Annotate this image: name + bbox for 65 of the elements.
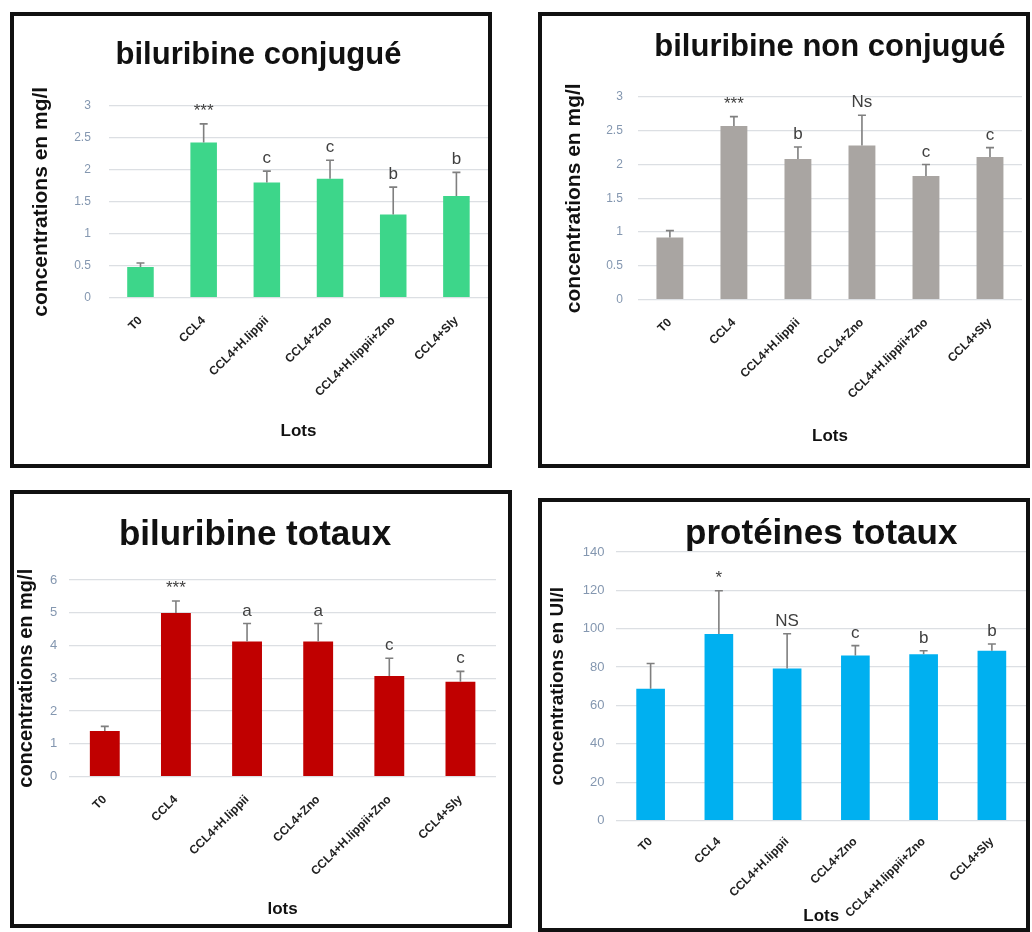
data-label: *** <box>723 93 745 113</box>
y-tick-label: 40 <box>590 735 605 751</box>
data-label: c <box>456 648 466 668</box>
x-tick-label: T0 <box>125 312 146 333</box>
y-tick-label: 2 <box>84 162 92 177</box>
y-tick-label: 0.5 <box>74 257 92 272</box>
data-label: c <box>385 635 395 655</box>
y-tick-label: 3 <box>50 669 58 685</box>
y-tick-label: 1.5 <box>606 190 624 205</box>
chart-title: biluribine non conjugué <box>654 28 1006 64</box>
y-tick-label: 2 <box>616 156 624 171</box>
y-axis-title: concentrations en UI/l <box>545 587 567 786</box>
data-label: c <box>325 137 335 157</box>
y-tick-label: 140 <box>582 543 605 559</box>
x-axis-title: Lots <box>812 426 848 446</box>
y-tick-label: 4 <box>50 637 58 653</box>
y-tick-label: 1.5 <box>74 194 92 209</box>
y-tick-label: 0 <box>616 291 624 306</box>
x-tick-label: T0 <box>89 791 110 812</box>
y-axis-title: concentrations en mg/l <box>561 83 585 314</box>
data-label: a <box>313 600 324 620</box>
x-axis-title: Lots <box>803 906 840 926</box>
data-label: c <box>985 124 995 144</box>
y-tick-label: 3 <box>84 98 92 113</box>
y-tick-label: 100 <box>582 620 605 636</box>
x-tick-label: T0 <box>654 314 675 335</box>
data-label: *** <box>165 577 187 597</box>
y-tick-label: 2 <box>50 702 58 718</box>
y-tick-label: 3 <box>616 89 624 104</box>
y-tick-label: 0 <box>84 289 92 304</box>
y-tick-label: 120 <box>582 581 605 597</box>
y-tick-label: 2.5 <box>74 130 92 145</box>
y-tick-label: 1 <box>616 224 624 239</box>
x-tick-label: T0 <box>635 833 656 854</box>
chart-title: biluribine conjugué <box>115 36 402 72</box>
data-label: * <box>715 567 723 587</box>
data-label: Ns <box>851 92 873 112</box>
y-tick-label: 6 <box>50 571 58 587</box>
y-tick-label: 1 <box>50 735 58 751</box>
x-axis-title: Lots <box>280 421 317 441</box>
data-label: c <box>851 622 861 642</box>
y-tick-label: 1 <box>84 225 92 240</box>
data-label: NS <box>775 610 799 630</box>
y-tick-label: 5 <box>50 604 58 620</box>
y-axis-title: concentrations en mg/l <box>28 86 52 317</box>
data-label: *** <box>193 100 214 120</box>
chart-title: biluribine totaux <box>118 513 392 553</box>
y-tick-label: 80 <box>590 658 605 674</box>
chart-title: protéines totaux <box>685 512 958 552</box>
y-tick-label: 60 <box>590 697 605 713</box>
data-label: c <box>262 148 272 168</box>
y-tick-label: 20 <box>590 773 605 789</box>
data-label: b <box>793 123 803 143</box>
data-label: b <box>451 149 462 169</box>
y-tick-label: 0 <box>50 768 58 784</box>
y-tick-label: 2.5 <box>606 123 624 138</box>
data-label: b <box>918 627 929 647</box>
y-tick-label: 0 <box>597 812 605 828</box>
data-label: c <box>921 141 931 161</box>
data-label: b <box>987 621 997 641</box>
y-tick-label: 0.5 <box>606 258 624 273</box>
data-label: b <box>388 164 398 184</box>
data-label: a <box>242 600 253 620</box>
x-axis-title: lots <box>267 899 298 919</box>
y-axis-title: concentrations en mg/l <box>13 568 36 788</box>
